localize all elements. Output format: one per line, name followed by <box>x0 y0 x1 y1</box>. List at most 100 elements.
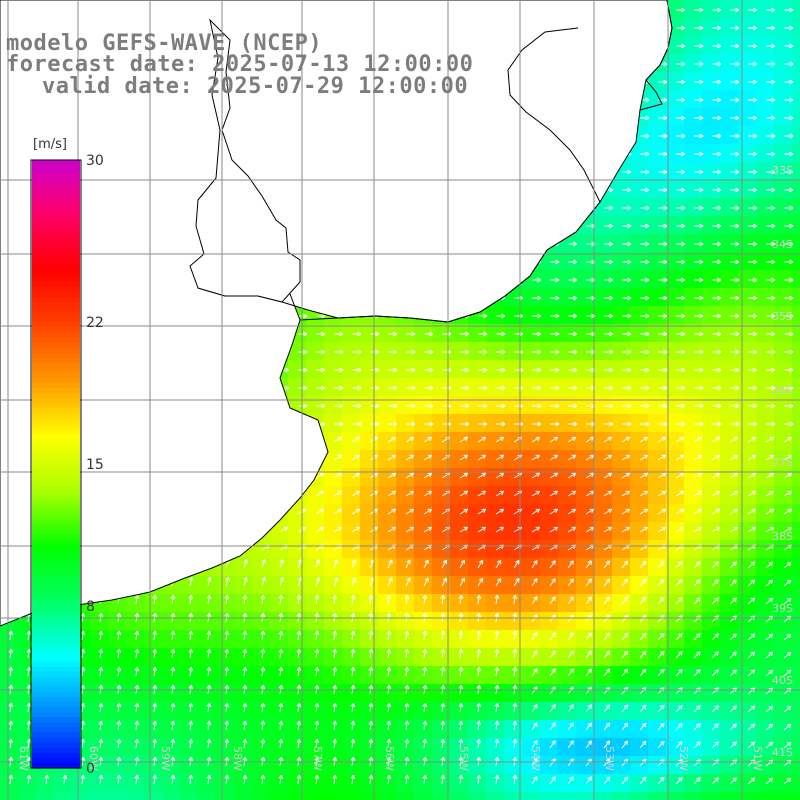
wind-cell <box>720 414 738 432</box>
wind-cell <box>288 630 306 648</box>
wind-cell <box>684 594 702 612</box>
wind-cell <box>612 198 630 216</box>
wind-cell <box>540 342 558 360</box>
wind-cell <box>504 504 522 522</box>
wind-cell <box>612 774 630 792</box>
wind-cell <box>432 774 450 792</box>
wind-cell <box>756 180 774 198</box>
wind-vector-arrow <box>658 205 668 211</box>
colorbar-segment <box>32 727 80 734</box>
wind-cell <box>0 702 18 720</box>
wind-cell <box>504 378 522 396</box>
wind-cell <box>684 90 702 108</box>
wind-cell <box>378 684 396 702</box>
wind-cell <box>702 162 720 180</box>
wind-cell <box>576 612 594 630</box>
wind-cell <box>306 360 324 378</box>
wind-cell <box>216 594 234 612</box>
wind-cell <box>576 270 594 288</box>
colorbar-segment <box>32 185 80 191</box>
wind-cell <box>396 666 414 684</box>
wind-cell <box>774 792 792 800</box>
wind-vector-arrow <box>622 259 632 265</box>
wind-cell <box>576 468 594 486</box>
wind-cell <box>324 486 342 504</box>
wind-cell <box>162 702 180 720</box>
wind-cell <box>666 360 684 378</box>
wind-vector-arrow <box>658 187 668 193</box>
wind-cell <box>648 468 666 486</box>
wind-vector-arrow <box>622 169 632 175</box>
wind-cell <box>36 774 54 792</box>
wind-cell <box>234 792 252 800</box>
wind-cell <box>342 594 360 612</box>
wind-vector-arrow <box>784 295 794 301</box>
wind-cell <box>486 684 504 702</box>
wind-cell <box>702 756 720 774</box>
wind-cell <box>738 144 756 162</box>
wind-cell <box>684 36 702 54</box>
wind-cell <box>648 486 666 504</box>
wind-cell <box>612 468 630 486</box>
wind-cell <box>162 684 180 702</box>
wind-cell <box>630 414 648 432</box>
wind-cell <box>756 144 774 162</box>
wind-vector-arrow <box>712 277 722 283</box>
wind-cell <box>576 648 594 666</box>
wind-cell <box>630 522 648 540</box>
wind-cell <box>738 180 756 198</box>
wind-cell <box>792 504 800 522</box>
wind-cell <box>702 648 720 666</box>
wind-cell <box>684 270 702 288</box>
wind-cell <box>666 648 684 666</box>
wind-vector-arrow <box>712 79 722 85</box>
wind-vector-arrow <box>712 133 722 139</box>
wind-cell <box>450 612 468 630</box>
wind-cell <box>594 396 612 414</box>
wind-cell <box>36 792 54 800</box>
wind-cell <box>198 792 216 800</box>
wind-cell <box>252 702 270 720</box>
wind-vector-arrow <box>676 115 686 121</box>
wind-cell <box>792 666 800 684</box>
wind-cell <box>414 684 432 702</box>
wind-cell <box>108 720 126 738</box>
wind-cell <box>144 648 162 666</box>
colorbar-segment <box>32 281 80 288</box>
wind-cell <box>720 180 738 198</box>
wind-cell <box>162 774 180 792</box>
wind-cell <box>648 774 666 792</box>
wind-cell <box>702 576 720 594</box>
wind-cell <box>612 720 630 738</box>
wind-cell <box>666 270 684 288</box>
wind-cell <box>576 234 594 252</box>
wind-cell <box>450 684 468 702</box>
wind-cell <box>324 576 342 594</box>
wind-vector-arrow <box>748 7 758 13</box>
wind-cell <box>198 576 216 594</box>
wind-cell <box>684 306 702 324</box>
wind-cell <box>432 558 450 576</box>
wind-cell <box>738 54 756 72</box>
wind-cell <box>594 252 612 270</box>
wind-vector-arrow <box>712 385 722 391</box>
wind-cell <box>486 432 504 450</box>
wind-cell <box>216 702 234 720</box>
wind-cell <box>234 666 252 684</box>
longitude-label: 55W <box>457 746 470 771</box>
wind-cell <box>720 342 738 360</box>
wind-cell <box>684 702 702 720</box>
wind-cell <box>648 504 666 522</box>
longitude-label: 51W <box>751 746 764 771</box>
wind-cell <box>702 378 720 396</box>
wind-cell <box>324 522 342 540</box>
colorbar-segment <box>32 550 80 556</box>
wind-cell <box>648 648 666 666</box>
latitude-label: 36S <box>772 384 793 397</box>
wind-cell <box>720 396 738 414</box>
wind-cell <box>306 774 324 792</box>
wind-cell <box>180 576 198 594</box>
wind-cell <box>414 702 432 720</box>
wind-cell <box>792 252 800 270</box>
wind-cell <box>252 558 270 576</box>
